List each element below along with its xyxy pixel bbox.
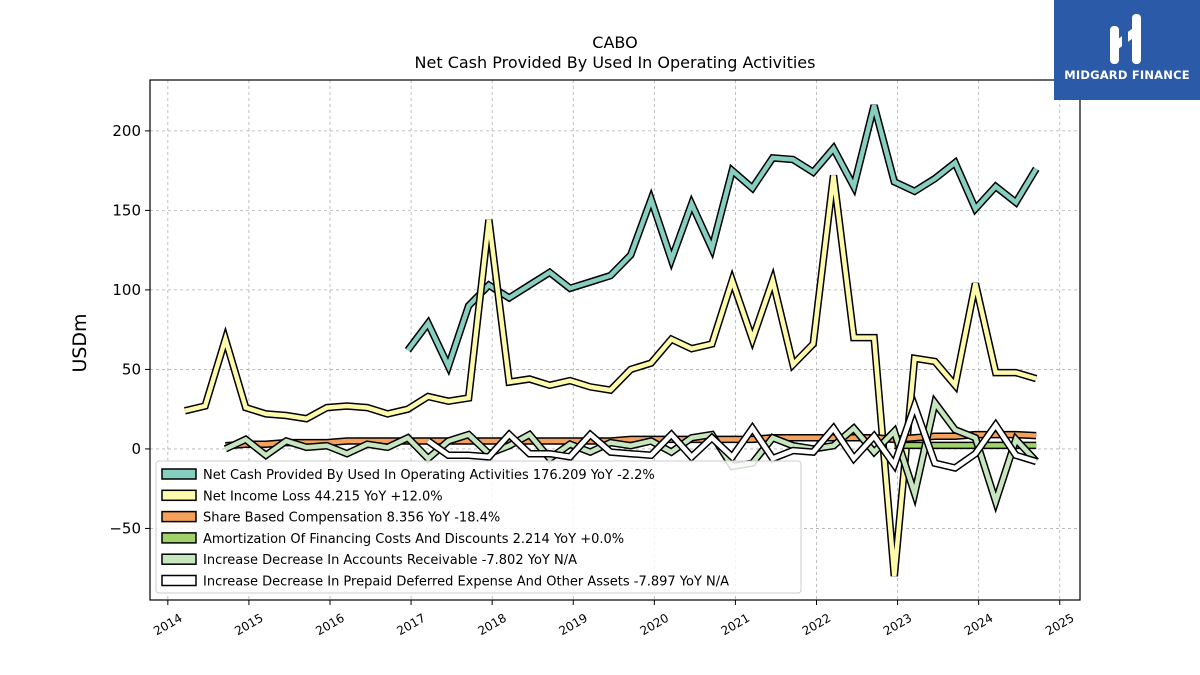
legend-swatch xyxy=(161,574,197,587)
legend-swatch xyxy=(161,468,197,480)
series-stroke xyxy=(426,399,1037,471)
x-tick-label: 2019 xyxy=(557,611,590,638)
x-tick-label: 2018 xyxy=(475,611,508,638)
series-line-6 xyxy=(425,394,1038,473)
series-line-1 xyxy=(404,104,1040,377)
x-tick-label: 2021 xyxy=(719,611,752,638)
legend-entry-label: Increase Decrease In Accounts Receivable… xyxy=(203,553,577,568)
x-tick-label: 2020 xyxy=(638,611,671,638)
series-layer xyxy=(184,104,1040,577)
y-tick-label: −50 xyxy=(109,519,141,537)
series-stroke xyxy=(184,175,1037,577)
y-tick-label: 0 xyxy=(131,440,141,458)
legend-entry-label: Amortization Of Financing Costs And Disc… xyxy=(203,532,624,547)
legend-entry-label: Share Based Compensation 8.356 YoY -18.4… xyxy=(203,511,500,526)
legend-entry-label: Net Income Loss 44.215 YoY +12.0% xyxy=(203,489,443,504)
y-tick-label: 150 xyxy=(112,201,141,219)
x-tick-label: 2016 xyxy=(313,611,346,638)
legend-swatch xyxy=(161,489,197,502)
legend-swatch xyxy=(161,532,197,544)
brand-logo-mark-icon xyxy=(1110,14,1141,64)
legend-entry-label: Increase Decrease In Prepaid Deferred Ex… xyxy=(203,575,729,590)
legend-swatch xyxy=(161,510,197,523)
x-tick-label: 2015 xyxy=(232,611,265,638)
y-tick-label: 50 xyxy=(122,360,141,378)
chart-subtitle: Net Cash Provided By Used In Operating A… xyxy=(415,53,816,72)
x-tick-label: 2024 xyxy=(962,611,995,638)
x-tick-label: 2014 xyxy=(151,611,184,638)
y-axis-label: USDm xyxy=(69,313,91,372)
brand-logo: MIDGARD FINANCE xyxy=(1054,0,1200,100)
brand-logo-text: MIDGARD FINANCE xyxy=(1064,68,1190,82)
chart-title: CABO xyxy=(592,33,637,52)
series-stroke xyxy=(406,104,1039,373)
x-tick-label: 2023 xyxy=(881,611,914,638)
series-line-2 xyxy=(184,174,1038,577)
x-tick-label: 2025 xyxy=(1043,611,1076,638)
legend-swatch xyxy=(161,553,197,565)
x-tick-label: 2022 xyxy=(800,611,833,638)
legend-entry-label: Net Cash Provided By Used In Operating A… xyxy=(203,468,655,483)
x-tick-label: 2017 xyxy=(394,611,427,638)
y-tick-label: 100 xyxy=(112,281,141,299)
legend-box xyxy=(155,460,802,594)
legend[interactable]: Net Cash Provided By Used In Operating A… xyxy=(155,460,802,594)
y-tick-label: 200 xyxy=(112,122,141,140)
plot-frame xyxy=(149,79,1081,601)
